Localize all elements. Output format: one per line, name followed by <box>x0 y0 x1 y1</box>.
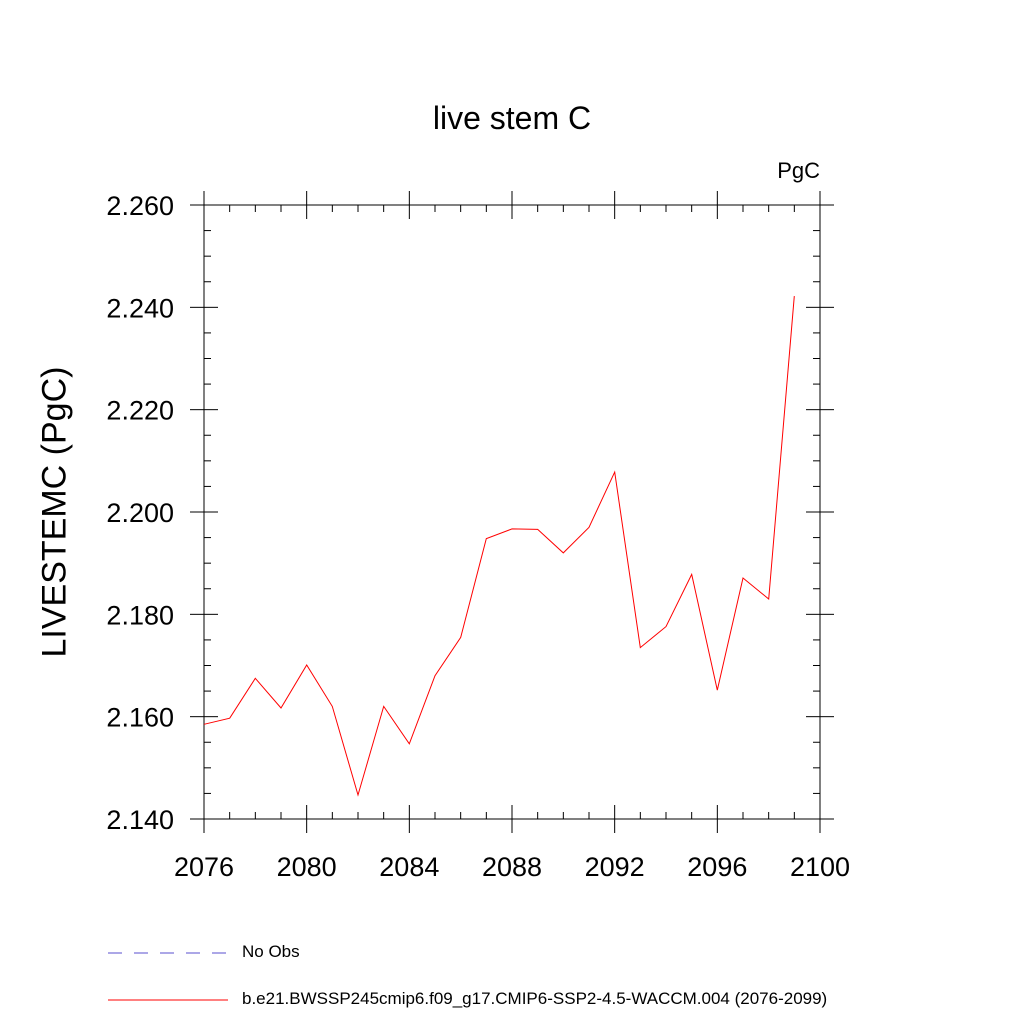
series-line-0 <box>203 296 795 797</box>
x-tick-label: 2096 <box>687 852 747 882</box>
legend-label-model-run: b.e21.BWSSP245cmip6.f09_g17.CMIP6-SSP2-4… <box>242 989 828 1008</box>
y-tick-label: 2.220 <box>106 396 174 426</box>
y-tick-label: 2.260 <box>106 191 174 221</box>
x-tick-label: 2076 <box>174 852 234 882</box>
chart-title: live stem C <box>432 100 592 136</box>
y-tick-label: 2.160 <box>106 703 174 733</box>
x-tick-label: 2100 <box>790 852 850 882</box>
x-tick-label: 2092 <box>585 852 645 882</box>
y-tick-label: 2.240 <box>106 293 174 323</box>
y-tick-label: 2.180 <box>106 600 174 630</box>
legend-label-no-obs: No Obs <box>242 942 300 961</box>
x-tick-label: 2084 <box>379 852 439 882</box>
x-tick-label: 2088 <box>482 852 542 882</box>
y-tick-label: 2.200 <box>106 498 174 528</box>
units-label: PgC <box>777 158 820 183</box>
x-tick-label: 2080 <box>277 852 337 882</box>
y-tick-label: 2.140 <box>106 805 174 835</box>
